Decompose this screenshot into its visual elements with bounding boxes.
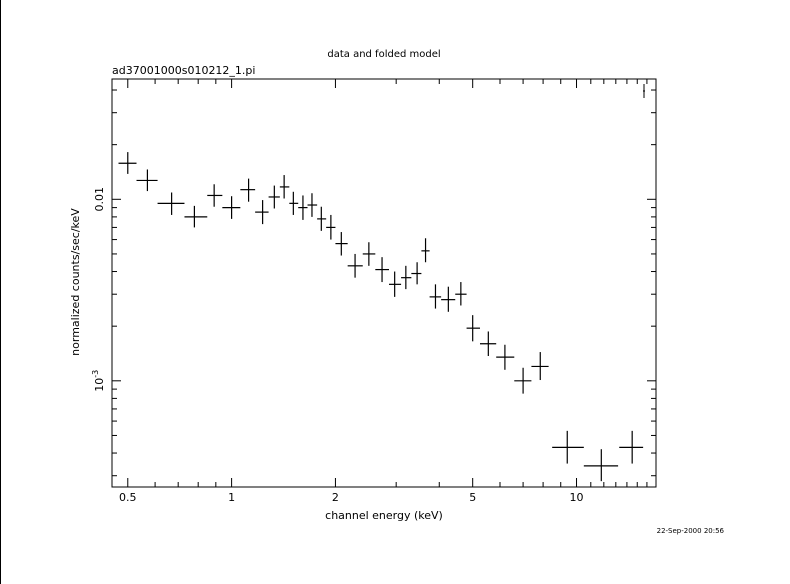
data-point xyxy=(347,253,363,278)
axis-ticks xyxy=(112,79,656,487)
data-point xyxy=(184,205,208,228)
data-point xyxy=(136,169,158,192)
y-tick-labels: 0.01 10-3 xyxy=(91,187,106,392)
data-point xyxy=(289,191,299,215)
data-point xyxy=(255,200,269,225)
data-point xyxy=(531,352,549,381)
data-point xyxy=(317,206,327,231)
data-point xyxy=(326,214,336,240)
chart-title: data and folded model xyxy=(327,49,440,60)
data-point xyxy=(429,284,442,309)
left-edge-line xyxy=(0,0,1,584)
x-tick-label: 5 xyxy=(469,491,476,504)
data-point xyxy=(240,178,256,202)
data-point xyxy=(207,184,223,207)
y-axis-label: normalized counts/sec/keV xyxy=(69,208,82,356)
data-point xyxy=(375,257,390,283)
data-point xyxy=(441,286,456,312)
data-points xyxy=(118,152,644,482)
chart-subtitle: ad37001000s010212_1.pi xyxy=(112,64,255,77)
data-point xyxy=(298,195,308,220)
data-point xyxy=(279,175,290,199)
data-point xyxy=(583,449,619,482)
data-point xyxy=(335,232,348,256)
data-point xyxy=(514,367,532,394)
data-point xyxy=(496,344,515,370)
data-point xyxy=(222,196,241,219)
x-tick-labels: 0.5 1 2 5 10 xyxy=(119,491,583,504)
x-tick-label: 0.5 xyxy=(119,491,137,504)
data-point xyxy=(455,282,467,306)
data-point xyxy=(411,262,422,285)
x-tick-label: 10 xyxy=(570,491,584,504)
y-tick-label: 0.01 xyxy=(93,187,106,212)
data-point xyxy=(479,331,497,356)
x-tick-label: 1 xyxy=(228,491,235,504)
data-point xyxy=(118,152,137,174)
x-axis-label: channel energy (keV) xyxy=(325,509,443,522)
x-tick-label: 2 xyxy=(332,491,339,504)
data-point xyxy=(157,192,185,215)
data-point xyxy=(552,430,584,464)
data-point xyxy=(619,430,644,464)
data-point xyxy=(362,242,376,266)
data-point xyxy=(268,185,280,209)
plot-frame xyxy=(111,78,657,488)
data-point xyxy=(466,315,480,342)
data-point xyxy=(421,238,430,263)
data-point xyxy=(389,271,402,297)
y-tick-label: 10-3 xyxy=(91,370,106,392)
data-point xyxy=(307,193,318,217)
timestamp: 22-Sep-2000 20:56 xyxy=(657,527,725,535)
data-point xyxy=(401,265,412,290)
